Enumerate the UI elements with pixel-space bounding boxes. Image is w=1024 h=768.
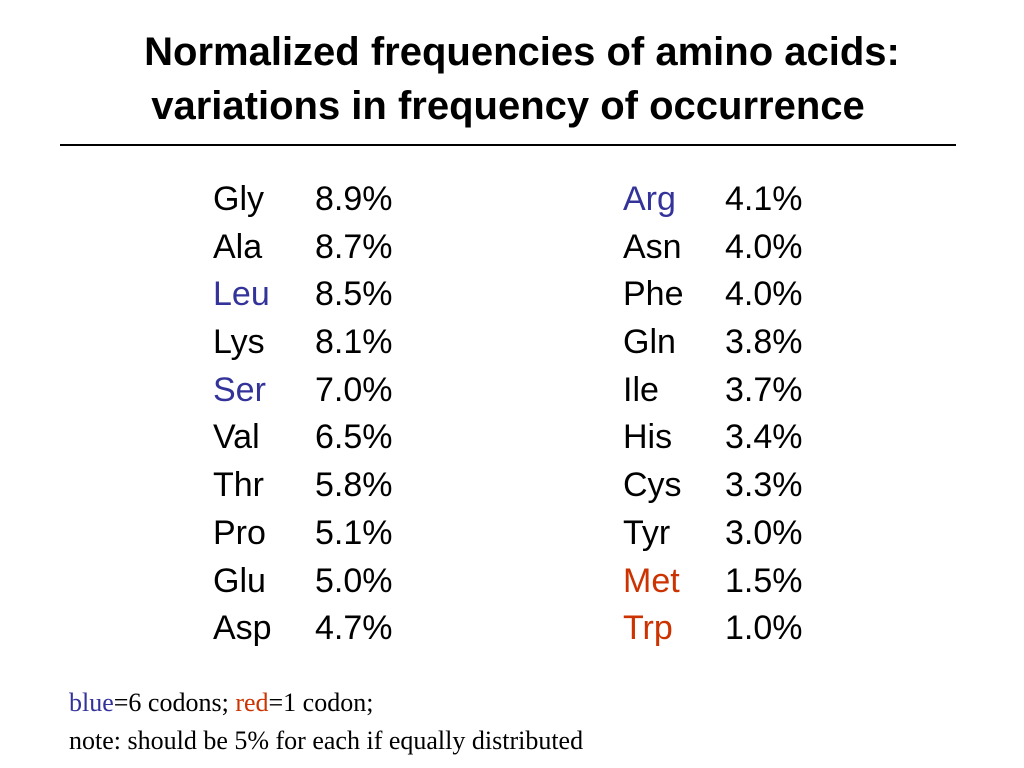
amino-acid-frequency: 4.0% [725,275,803,314]
amino-acid-row: Phe 4.0% [623,273,803,321]
amino-acid-name: Ala [213,227,263,266]
amino-acid-name: Arg [623,180,676,218]
legend-codons-line: blue=6 codons; red=1 codon; [69,684,583,722]
amino-acid-name: Ile [623,370,659,409]
amino-acid-name: Ser [213,370,266,409]
legend-red-text: =1 codon; [268,688,374,717]
amino-acid-row: Pro 5.1% [213,512,393,560]
amino-acid-frequency: 3.7% [725,370,803,409]
amino-acid-frequency: 8.9% [315,180,393,218]
amino-acid-name: Asp [213,609,272,648]
amino-acid-row: Leu 8.5% [213,273,393,321]
amino-acid-name: Glu [213,561,266,600]
amino-acid-frequency: 1.5% [725,561,803,600]
amino-acid-row: Lys 8.1% [213,321,393,369]
title-line-2: variations in frequency of occurrence [151,84,865,128]
amino-acid-frequency: 5.1% [315,513,393,552]
amino-acid-row: Trp 1.0% [623,607,803,655]
amino-acid-frequency: 3.4% [725,418,803,457]
amino-acid-frequency: 4.7% [315,609,393,648]
amino-acid-name: Thr [213,466,264,505]
amino-acid-frequency: 1.0% [725,609,803,648]
legend-note: note: should be 5% for each if equally d… [69,726,584,755]
amino-acid-row: His 3.4% [623,416,803,464]
amino-acid-frequency: 3.3% [725,466,803,505]
amino-acid-name: Lys [213,323,265,362]
legend: blue=6 codons; red=1 codon; note: should… [69,684,583,760]
right-column: Arg 4.1% Asn 4.0% Phe 4.0% Gln 3.8% Ile 3.7% His 3.… [623,178,803,655]
amino-acid-row: Gly 8.9% [213,178,393,226]
legend-red-word: red [235,688,269,717]
amino-acid-name: Phe [623,275,684,314]
amino-acid-row: Val 6.5% [213,416,393,464]
amino-acid-row: Tyr 3.0% [623,512,803,560]
left-column: Gly 8.9% Ala 8.7% Leu 8.5% Lys 8.1% Ser 7.0% Val 6.… [213,178,393,655]
amino-acid-row: Gln 3.8% [623,321,803,369]
amino-acid-row: Cys 3.3% [623,464,803,512]
amino-acid-name: His [623,418,673,457]
title-divider [60,144,956,146]
amino-acid-row: Thr 5.8% [213,464,393,512]
amino-acid-frequency: 6.5% [315,418,393,457]
amino-acid-row: Arg 4.1% [623,178,803,226]
amino-acid-frequency: 3.0% [725,513,803,552]
amino-acid-frequency: 4.0% [725,227,803,266]
amino-acid-name: Tyr [623,513,671,552]
amino-acid-name: Cys [623,466,682,505]
amino-acid-name: Gly [213,180,264,218]
amino-acid-row: Glu 5.0% [213,560,393,608]
amino-acid-row: Ala 8.7% [213,226,393,274]
amino-acid-frequency: 3.8% [725,323,803,362]
amino-acid-frequency: 7.0% [315,370,393,409]
amino-acid-name: Gln [623,323,676,362]
amino-acid-name: Asn [623,227,682,266]
amino-acid-frequency: 5.8% [315,466,393,505]
amino-acid-row: Met 1.5% [623,560,803,608]
amino-acid-frequency: 5.0% [315,561,393,600]
amino-acid-name: Met [623,561,680,600]
amino-acid-row: Asp 4.7% [213,607,393,655]
amino-acid-row: Ile 3.7% [623,369,803,417]
amino-acid-name: Leu [213,275,270,314]
amino-acid-frequency: 4.1% [725,180,803,218]
title-line-1: Normalized frequencies of amino acids: [144,30,900,74]
amino-acid-frequency: 8.1% [315,323,393,362]
amino-acid-frequency: 8.7% [315,227,393,266]
amino-acid-row: Ser 7.0% [213,369,393,417]
legend-blue-word: blue [69,688,114,717]
amino-acid-name: Pro [213,513,266,552]
amino-acid-row: Asn 4.0% [623,226,803,274]
amino-acid-name: Trp [623,609,673,648]
legend-blue-text: =6 codons; [113,688,236,717]
amino-acid-name: Val [213,418,260,457]
amino-acid-frequency: 8.5% [315,275,393,314]
